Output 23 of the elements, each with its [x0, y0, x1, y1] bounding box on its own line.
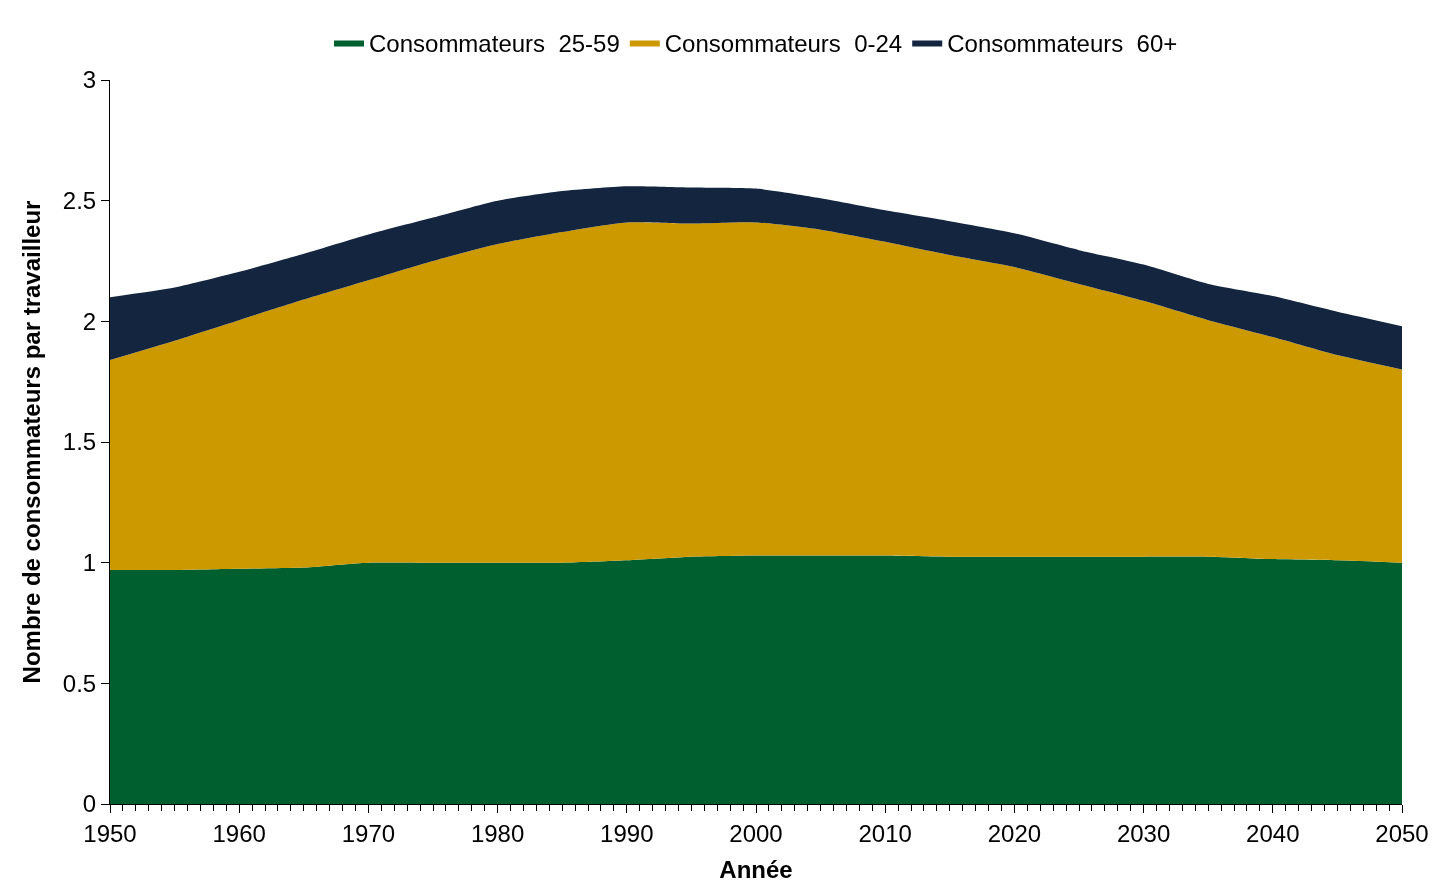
x-tick-label: 2000 — [729, 819, 783, 847]
legend-label: Consommateurs 25-59 — [369, 29, 620, 57]
x-tick-label: 2050 — [1375, 819, 1429, 847]
y-tick-label: 0 — [82, 790, 97, 818]
y-tick-label: 3 — [82, 66, 97, 94]
legend-label: Consommateurs 0-24 — [664, 29, 903, 57]
legend-label: Consommateurs 60+ — [947, 29, 1178, 57]
x-axis-title: Année — [719, 856, 793, 884]
y-axis-title: Nombre de consommateurs par travailleur — [17, 200, 45, 684]
y-tick-label: 2 — [82, 307, 97, 335]
y-tick-label: 2.5 — [62, 187, 97, 215]
x-tick-label: 2010 — [858, 819, 912, 847]
x-tick-label: 1950 — [83, 819, 137, 847]
y-tick-label: 1 — [82, 549, 97, 577]
x-tick-label: 2030 — [1116, 819, 1171, 847]
x-tick-label: 1970 — [341, 819, 396, 847]
x-tick-label: 1990 — [600, 819, 654, 847]
x-tick-label: 2020 — [987, 819, 1042, 847]
y-tick-label: 0.5 — [62, 669, 97, 697]
x-tick-label: 1980 — [470, 819, 525, 847]
x-tick-label: 1960 — [212, 819, 266, 847]
y-tick-label: 1.5 — [62, 428, 97, 456]
x-tick-label: 2040 — [1246, 819, 1300, 847]
